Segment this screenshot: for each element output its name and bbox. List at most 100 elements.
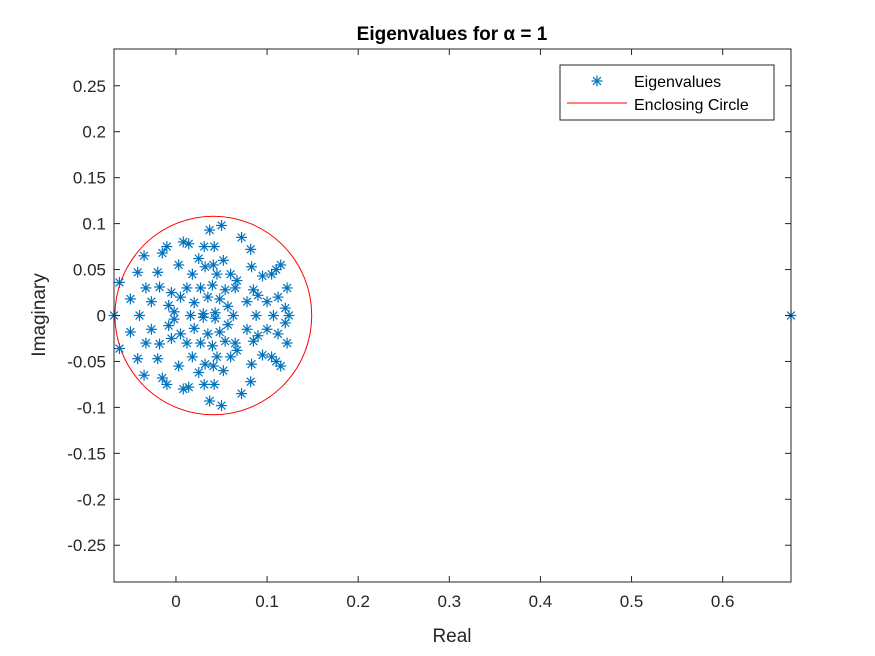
eigenvalue-point <box>199 358 211 370</box>
eigenvalue-point <box>281 282 293 294</box>
eigenvalue-point <box>173 259 185 271</box>
eigenvalue-point <box>206 340 218 352</box>
eigenvalue-point <box>163 299 175 311</box>
y-axis-ticks: 0.25 0.2 0.15 0.1 0.05 0 -0.05 -0.1 -0.15 -0.2 -0.… <box>67 77 791 555</box>
y-tick-label: -0.25 <box>67 536 106 555</box>
chart-title: Eigenvalues for α = 1 <box>357 24 548 45</box>
eigenvalue-point <box>207 360 219 372</box>
eigenvalue-point <box>275 360 287 372</box>
legend: Eigenvalues Enclosing Circle <box>559 64 775 121</box>
x-tick-label: 0 <box>171 592 180 611</box>
eigenvalue-point <box>185 310 197 321</box>
eigenvalue-point <box>217 365 229 377</box>
eigenvalue-point <box>195 282 207 294</box>
eigenvalue-point <box>216 400 228 412</box>
y-tick-label: -0.1 <box>77 398 106 417</box>
eigenvalue-point <box>188 322 200 334</box>
eigenvalue-point <box>199 261 211 273</box>
eigenvalue-point <box>245 243 257 255</box>
eigenvalue-point <box>193 366 205 378</box>
eigenvalue-point <box>217 254 229 266</box>
legend-box <box>559 64 775 121</box>
y-tick-label: -0.05 <box>67 352 106 371</box>
eigenvalue-point <box>113 276 125 288</box>
eigenvalue-point <box>202 328 214 340</box>
eigenvalue-point <box>165 332 177 344</box>
eigenvalue-point <box>209 312 221 324</box>
eigenvalue-point <box>197 311 209 323</box>
eigenvalue-point <box>257 270 269 282</box>
eigenvalue-point <box>267 310 279 321</box>
eigenvalue-point <box>207 259 219 271</box>
eigenvalue-points-layer <box>108 219 797 412</box>
eigenvalue-point <box>154 338 166 350</box>
eigenvalue-point <box>281 337 293 349</box>
eigenvalue-point <box>186 268 198 280</box>
eigenvalue-point <box>236 231 248 243</box>
eigenvalue-point <box>208 241 220 253</box>
eigenvalue-point <box>231 275 243 287</box>
eigenvalue-point <box>145 323 157 335</box>
eigenvalue-point <box>132 353 144 365</box>
legend-circle-label: Enclosing Circle <box>634 97 749 114</box>
eigenvalue-point <box>132 266 144 278</box>
eigenvalue-point <box>140 337 152 349</box>
x-axis-label: Real <box>432 626 471 647</box>
eigenvalue-point <box>241 296 253 308</box>
eigenvalue-point <box>156 372 168 384</box>
eigenvalue-point <box>250 310 262 321</box>
eigenvalue-point <box>161 241 173 253</box>
eigenvalue-point <box>154 281 166 293</box>
legend-eigenvalues-label: Eigenvalues <box>634 74 721 91</box>
eigenvalue-point <box>241 323 253 335</box>
eigenvalue-point <box>252 330 264 342</box>
eigenvalue-point <box>163 320 175 332</box>
eigenvalue-point <box>175 328 187 340</box>
eigenvalue-point <box>168 313 180 325</box>
eigenvalue-point <box>211 351 223 363</box>
eigenvalue-point <box>275 259 287 271</box>
eigenvalue-point <box>219 335 231 347</box>
legend-eigenvalues-marker <box>591 75 603 87</box>
eigenvalue-point <box>138 250 150 262</box>
eigenvalue-point <box>183 381 195 393</box>
y-tick-label: 0.25 <box>73 77 106 96</box>
x-tick-label: 0.5 <box>620 592 644 611</box>
eigenvalue-point <box>165 287 177 299</box>
eigenvalue-point <box>181 282 193 294</box>
eigenvalue-point <box>245 376 257 388</box>
y-tick-label: 0 <box>97 307 106 326</box>
eigenvalue-point <box>161 378 173 390</box>
eigenvalue-point <box>229 337 241 349</box>
eigenvalue-point <box>181 337 193 349</box>
legend-asterisk-icon <box>591 75 603 87</box>
eigenvalue-point <box>183 238 195 250</box>
eigenvalue-point <box>272 328 284 340</box>
eigenvalue-point <box>193 253 205 265</box>
eigenvalue-point <box>195 337 207 349</box>
eigenvalue-point <box>227 310 239 321</box>
eigenvalue-point <box>261 323 273 335</box>
eigenvalue-point <box>175 291 187 303</box>
eigenvalue-point <box>246 358 258 370</box>
eigenvalue-point <box>206 279 218 291</box>
eigenvalue-point <box>173 360 185 372</box>
x-tick-label: 0.1 <box>255 592 279 611</box>
eigenvalue-point <box>222 300 234 312</box>
eigenvalue-point <box>138 369 150 381</box>
eigenvalue-point <box>222 319 234 331</box>
y-tick-label: 0.1 <box>82 215 106 234</box>
eigenvalue-point <box>152 266 164 278</box>
eigenvalue-point <box>246 261 258 273</box>
eigenvalue-point <box>272 291 284 303</box>
eigenvalue-point <box>202 291 214 303</box>
eigenvalue-point <box>252 289 264 301</box>
eigenvalue-point <box>134 310 146 321</box>
eigenvalue-point <box>152 353 164 365</box>
eigenvalue-point <box>198 378 210 390</box>
x-tick-label: 0.6 <box>711 592 735 611</box>
eigenvalue-point <box>247 284 259 296</box>
eigenvalue-point <box>214 293 226 305</box>
eigenvalue-point <box>219 284 231 296</box>
